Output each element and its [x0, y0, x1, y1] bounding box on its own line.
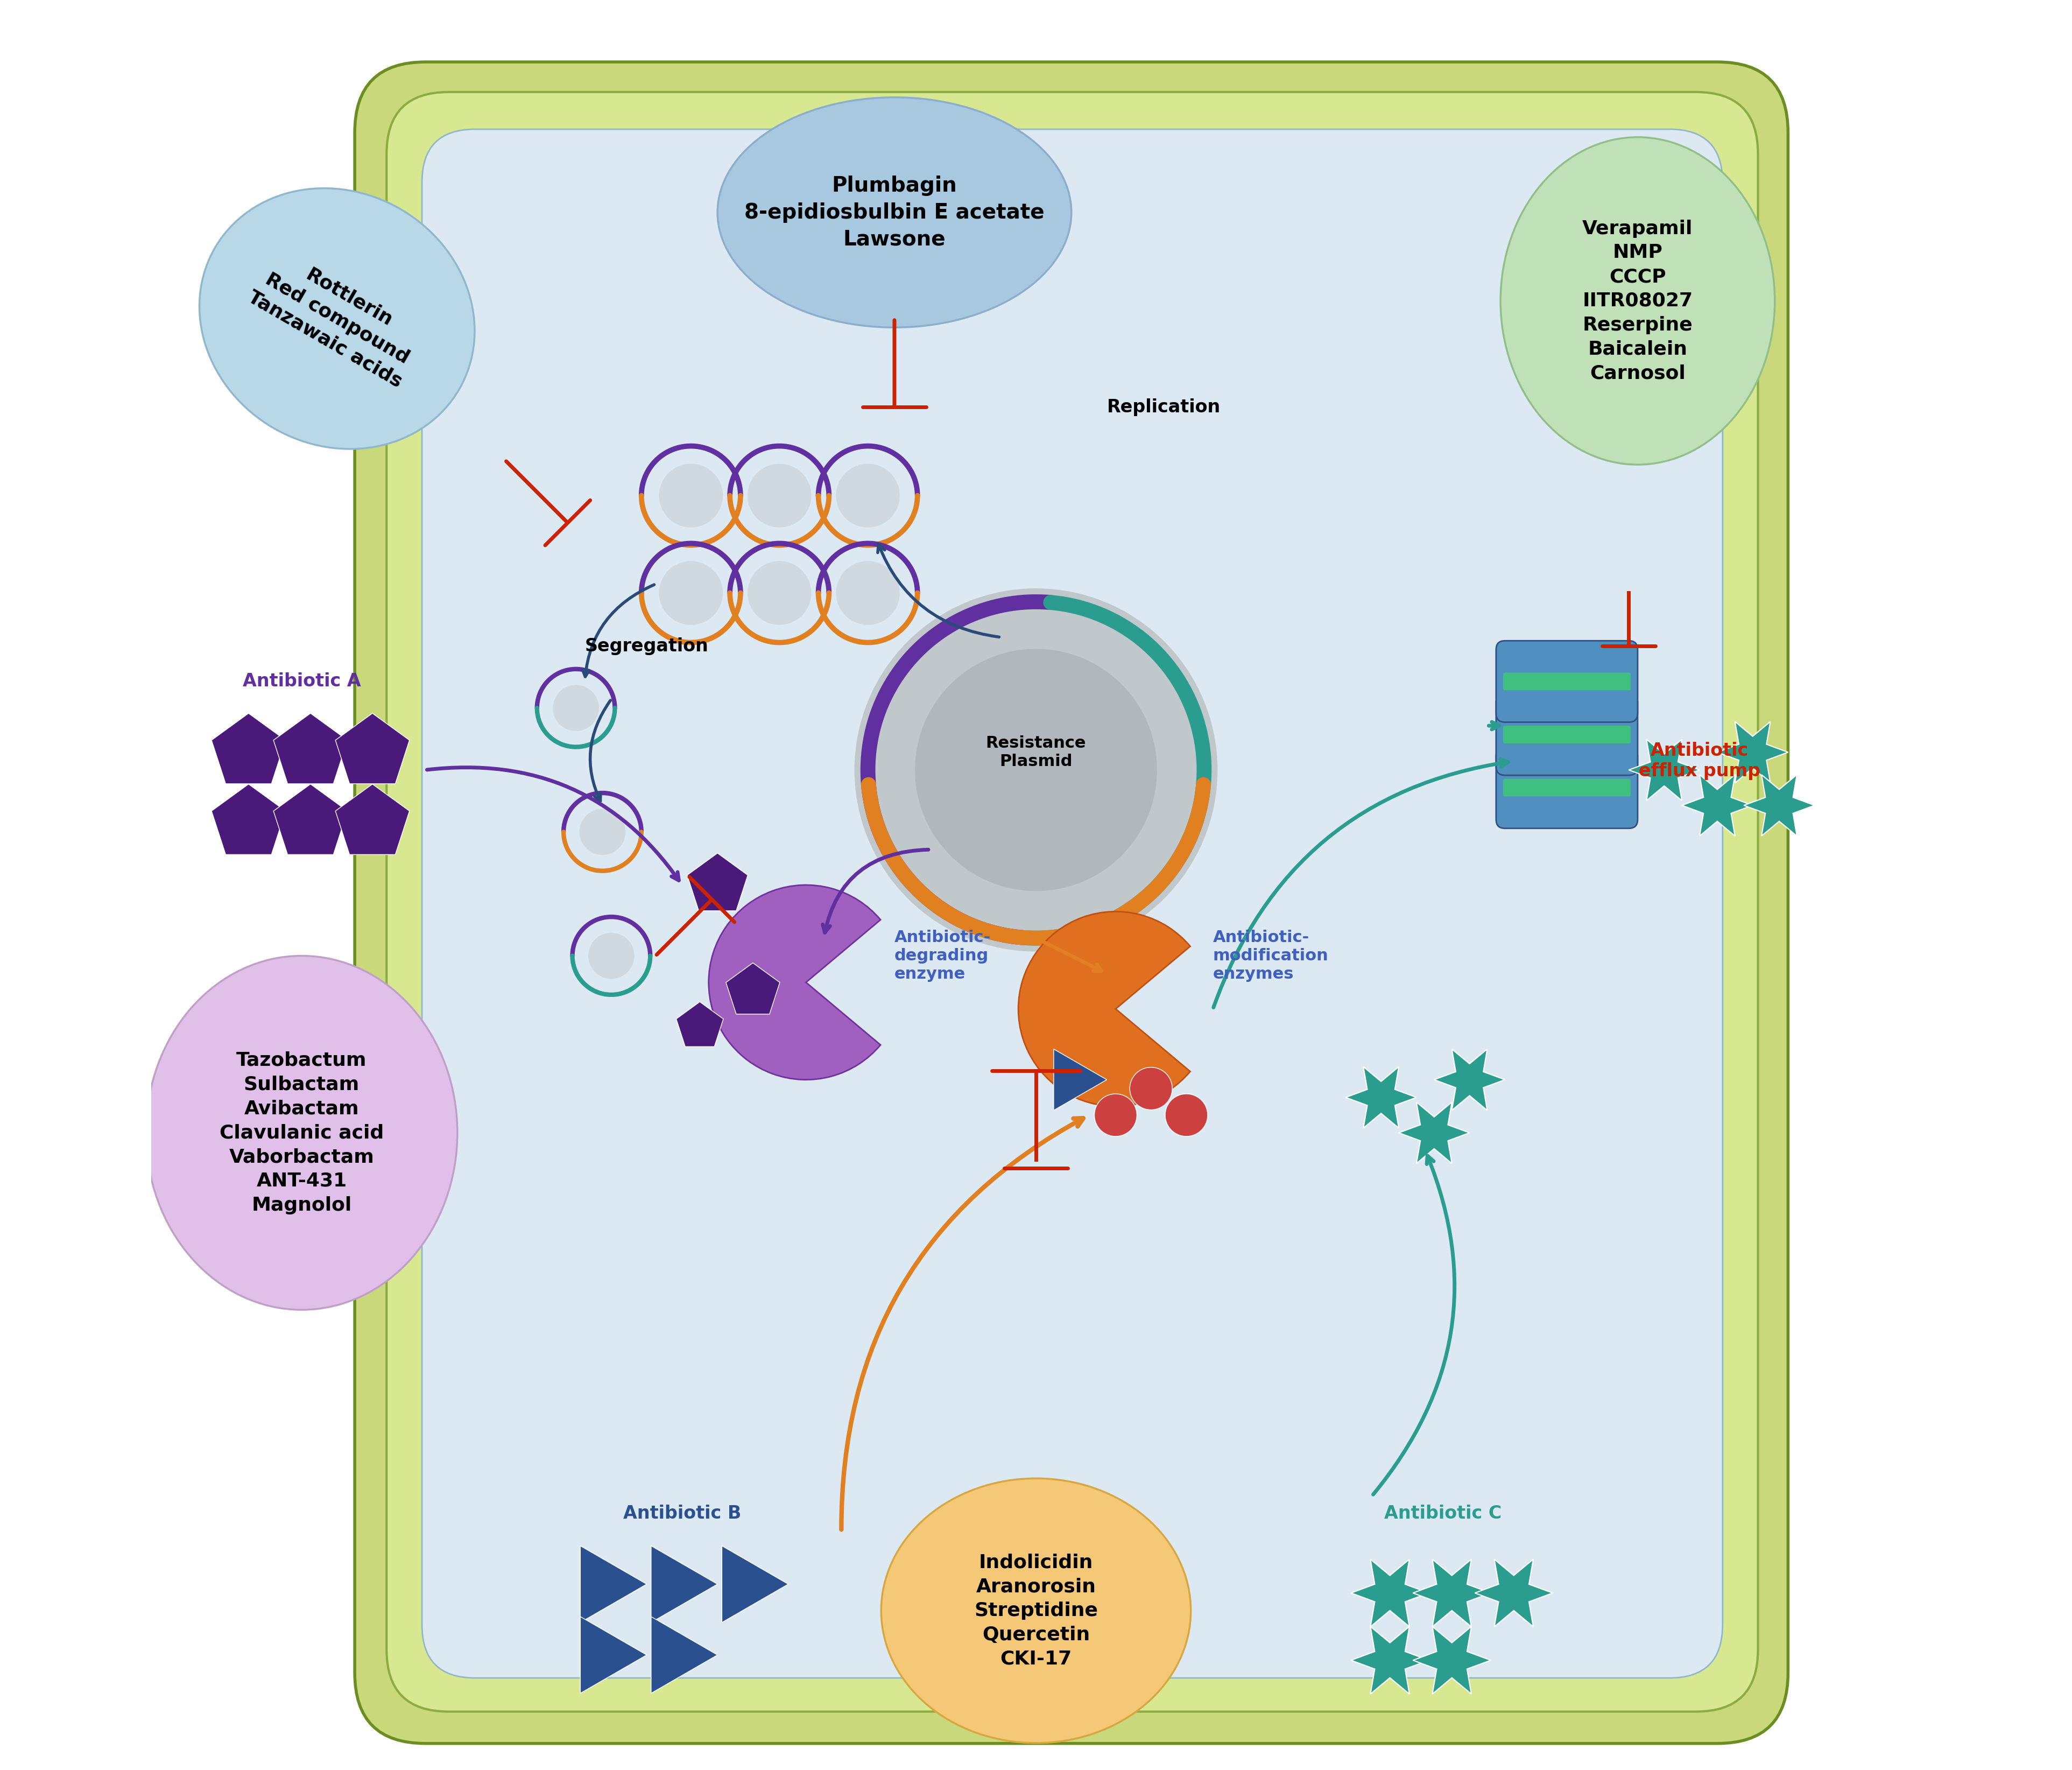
- Circle shape: [1129, 1067, 1173, 1110]
- Text: Rottlerin
Red compound
Tanzawaic acids: Rottlerin Red compound Tanzawaic acids: [244, 246, 429, 391]
- Polygon shape: [1434, 1050, 1504, 1110]
- Circle shape: [588, 933, 634, 979]
- Text: Resistance
Plasmid: Resistance Plasmid: [986, 735, 1086, 770]
- Circle shape: [1094, 1094, 1138, 1136]
- Polygon shape: [651, 1616, 717, 1694]
- Wedge shape: [1017, 912, 1189, 1106]
- Circle shape: [835, 464, 899, 527]
- FancyBboxPatch shape: [354, 62, 1788, 1743]
- Text: Segregation: Segregation: [584, 637, 709, 655]
- FancyBboxPatch shape: [423, 129, 1722, 1678]
- Text: Antibiotic C: Antibiotic C: [1384, 1504, 1502, 1522]
- Polygon shape: [211, 713, 286, 784]
- Polygon shape: [274, 784, 348, 855]
- Circle shape: [1164, 1094, 1208, 1136]
- Circle shape: [553, 685, 599, 731]
- Ellipse shape: [145, 956, 458, 1310]
- Circle shape: [748, 561, 812, 625]
- Ellipse shape: [717, 97, 1071, 327]
- Polygon shape: [721, 1545, 787, 1623]
- Ellipse shape: [1500, 138, 1776, 464]
- Polygon shape: [688, 853, 748, 912]
- Text: Tazobactum
Sulbactam
Avibactam
Clavulanic acid
Vaborbactam
ANT-431
Magnolol: Tazobactum Sulbactam Avibactam Clavulani…: [220, 1051, 383, 1214]
- Polygon shape: [274, 713, 348, 784]
- FancyBboxPatch shape: [1496, 694, 1637, 775]
- Polygon shape: [1351, 1627, 1430, 1694]
- Text: Verapamil
NMP
CCCP
IITR08027
Reserpine
Baicalein
Carnosol: Verapamil NMP CCCP IITR08027 Reserpine B…: [1583, 219, 1693, 382]
- Polygon shape: [725, 963, 779, 1014]
- Polygon shape: [1718, 722, 1788, 782]
- FancyBboxPatch shape: [1502, 726, 1631, 743]
- Circle shape: [659, 561, 723, 625]
- Text: Replication: Replication: [1106, 398, 1220, 416]
- FancyBboxPatch shape: [1496, 641, 1637, 722]
- Polygon shape: [1399, 1103, 1469, 1163]
- Polygon shape: [336, 784, 410, 855]
- Polygon shape: [1413, 1627, 1490, 1694]
- FancyBboxPatch shape: [1496, 747, 1637, 828]
- Text: Antibiotic-
degrading
enzyme: Antibiotic- degrading enzyme: [895, 929, 990, 982]
- Text: Antibiotic-
modification
enzymes: Antibiotic- modification enzymes: [1212, 929, 1328, 982]
- Circle shape: [854, 588, 1218, 952]
- Polygon shape: [1055, 1050, 1106, 1110]
- Circle shape: [748, 464, 812, 527]
- Polygon shape: [1345, 1067, 1417, 1127]
- Circle shape: [916, 650, 1156, 890]
- Polygon shape: [1413, 1559, 1490, 1627]
- Polygon shape: [1682, 775, 1753, 835]
- FancyBboxPatch shape: [387, 92, 1757, 1712]
- Polygon shape: [675, 1002, 723, 1046]
- Polygon shape: [1351, 1559, 1430, 1627]
- Polygon shape: [651, 1545, 717, 1623]
- Text: Antibiotic
efflux pump: Antibiotic efflux pump: [1639, 742, 1761, 781]
- Polygon shape: [580, 1616, 646, 1694]
- Wedge shape: [709, 885, 881, 1080]
- FancyBboxPatch shape: [1502, 673, 1631, 690]
- FancyBboxPatch shape: [1502, 779, 1631, 797]
- Text: Plumbagin
8-epidiosbulbin E acetate
Lawsone: Plumbagin 8-epidiosbulbin E acetate Laws…: [744, 175, 1044, 250]
- Polygon shape: [580, 1545, 646, 1623]
- Text: Antibiotic A: Antibiotic A: [242, 673, 361, 690]
- Polygon shape: [336, 713, 410, 784]
- Circle shape: [580, 809, 626, 855]
- Circle shape: [659, 464, 723, 527]
- Ellipse shape: [199, 188, 474, 450]
- Polygon shape: [1745, 775, 1815, 835]
- Polygon shape: [1475, 1559, 1552, 1627]
- Circle shape: [835, 561, 899, 625]
- Polygon shape: [211, 784, 286, 855]
- Text: Indolicidin
Aranorosin
Streptidine
Quercetin
CKI-17: Indolicidin Aranorosin Streptidine Querc…: [974, 1554, 1098, 1667]
- Polygon shape: [1629, 740, 1699, 800]
- Text: Antibiotic B: Antibiotic B: [624, 1504, 742, 1522]
- Ellipse shape: [881, 1478, 1191, 1743]
